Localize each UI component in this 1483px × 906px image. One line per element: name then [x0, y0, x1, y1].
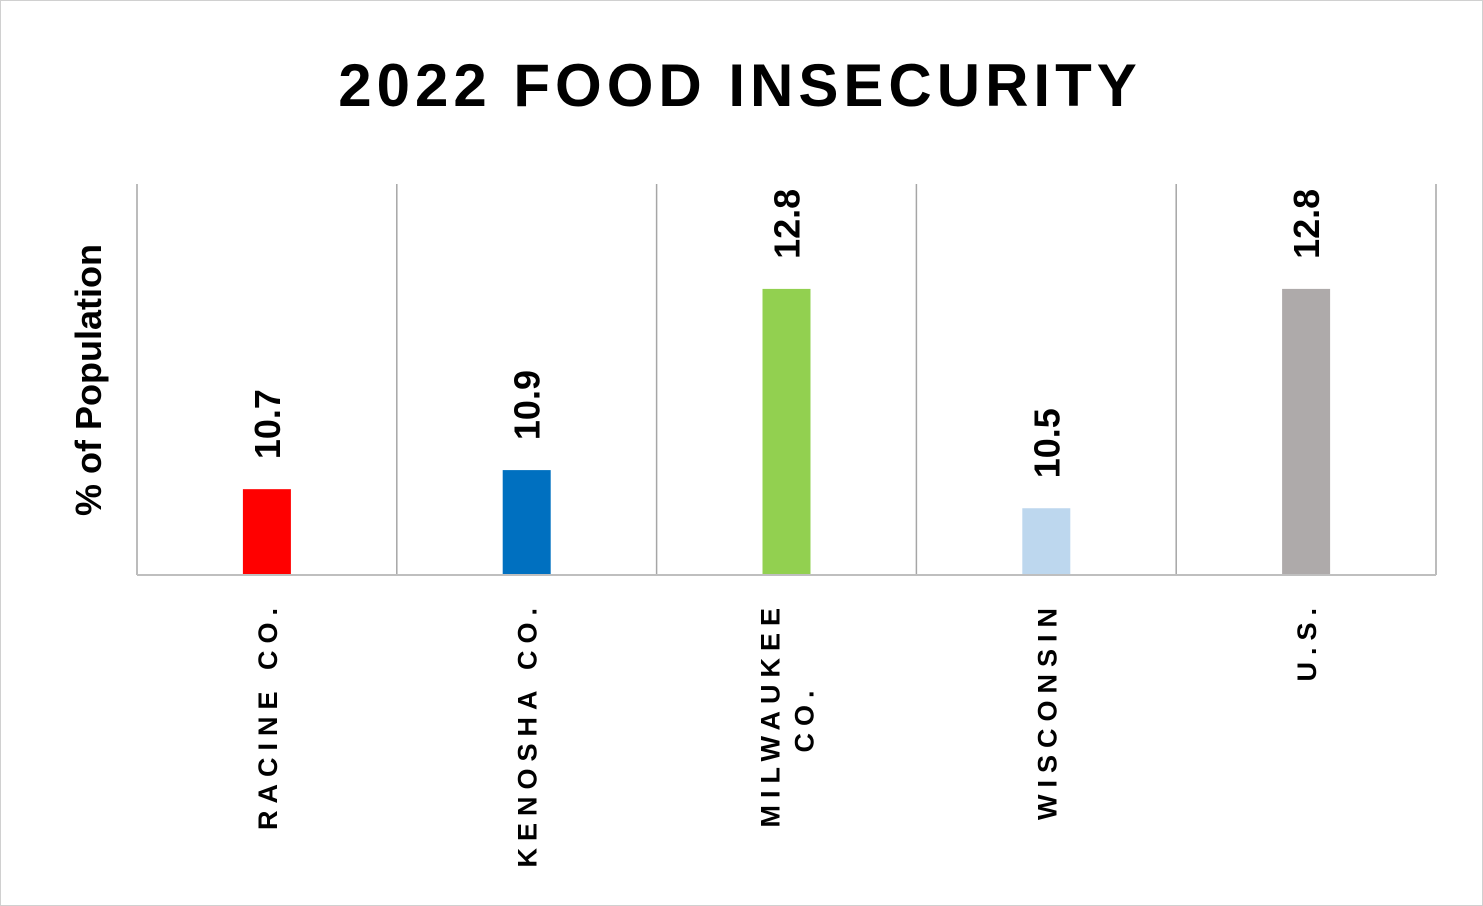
- category-label: CO.: [790, 683, 820, 752]
- value-label: 10.7: [247, 389, 288, 459]
- value-labels: 10.7 10.9 12.8 10.5 12.8: [247, 189, 1327, 478]
- y-axis-label: % of Population: [68, 244, 109, 516]
- bar: [1022, 508, 1071, 575]
- category-label: U.S.: [1292, 601, 1322, 682]
- category-label: MILWAUKEE: [756, 601, 786, 828]
- bar: [242, 489, 291, 575]
- value-label: 10.5: [1026, 408, 1067, 478]
- value-label: 10.9: [507, 370, 548, 440]
- bar: [1282, 288, 1331, 575]
- grid-lines: [136, 184, 1437, 575]
- bars: [242, 288, 1331, 575]
- category-label: WISCONSIN: [1032, 601, 1062, 820]
- value-label: 12.8: [1286, 189, 1327, 259]
- category-label: KENOSHA CO.: [513, 601, 543, 868]
- chart-title: 2022 FOOD INSECURITY: [338, 52, 1142, 119]
- bar: [502, 470, 551, 575]
- bar: [762, 288, 811, 575]
- category-labels: RACINE CO. KENOSHA CO. MILWAUKEE CO. WISCONS…: [253, 601, 1322, 868]
- value-label: 12.8: [767, 189, 808, 259]
- category-label: RACINE CO.: [253, 601, 283, 830]
